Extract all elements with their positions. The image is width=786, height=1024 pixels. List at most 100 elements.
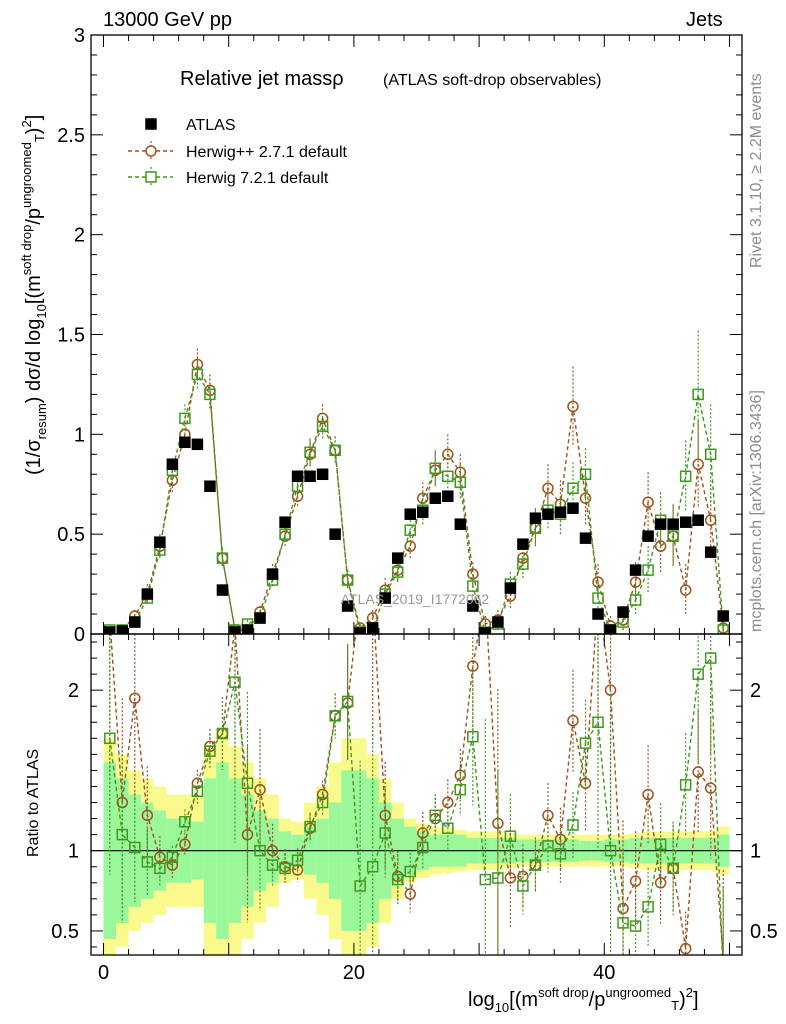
herwig7-point — [642, 564, 654, 576]
atlas-point — [554, 506, 567, 518]
atlas-point — [291, 470, 304, 483]
x-tick-label: 40 — [593, 962, 615, 984]
herwig7-ratio-point — [229, 676, 241, 688]
x-tick-label: 0 — [98, 962, 109, 984]
y-axis-label-part: T — [671, 998, 679, 1013]
atlas-point — [529, 512, 542, 524]
herwig7-ratio-point — [617, 917, 629, 929]
ratio-y-tick-label-right: 2 — [750, 680, 761, 702]
y-axis-label-part: /p — [589, 989, 606, 1011]
atlas-point — [667, 518, 679, 530]
atlas-point — [391, 552, 404, 564]
herwig7-ratio-point — [341, 695, 354, 708]
herwig7-point — [204, 388, 216, 401]
atlas-point — [679, 516, 692, 528]
herwig7-ratio-point — [442, 822, 454, 834]
main-panel-data — [104, 330, 729, 634]
atlas-point — [141, 588, 154, 600]
herwig7-point — [592, 592, 604, 604]
herwigpp-ratio-point — [642, 788, 654, 801]
y-axis-label-part: resum — [34, 403, 49, 439]
atlas-point — [366, 622, 379, 634]
atlas-point — [642, 530, 654, 542]
atlas-point — [604, 624, 617, 634]
atlas-point — [579, 532, 592, 544]
legend-marker — [145, 118, 157, 130]
atlas-point — [279, 516, 291, 528]
herwig7-ratio-point — [704, 652, 717, 664]
legend-label: Herwig 7.2.1 default — [186, 170, 329, 187]
rivet-version-label: Rivet 3.1.10, ≥ 2.2M events — [748, 73, 765, 268]
herwig7-ratio-point — [279, 862, 291, 875]
y-tick-label: 1 — [74, 424, 85, 446]
atlas-point — [567, 502, 579, 514]
mcplots-label: mcplots.cern.ch [arXiv:1306.3436] — [748, 390, 765, 632]
y-axis-label-part: 2 — [19, 120, 34, 127]
y-tick-label: 2.5 — [57, 125, 85, 147]
herwigpp-point — [542, 482, 554, 494]
x-tick-label: 20 — [343, 962, 365, 984]
herwig7-ratio-point — [366, 860, 379, 873]
herwigpp-point — [679, 584, 692, 596]
herwig7-point — [717, 624, 729, 634]
atlas-point — [504, 582, 517, 594]
atlas-point — [254, 612, 266, 624]
atlas-point — [241, 624, 254, 634]
herwig7-ratio-point — [191, 785, 204, 798]
y-axis-label-part: ungroomed — [605, 985, 671, 1000]
herwigpp-point — [692, 458, 704, 471]
herwig7-ratio-point — [129, 841, 141, 854]
ratio-y-axis-label: Ratio to ATLAS — [25, 749, 42, 857]
legend-marker — [145, 171, 157, 183]
atlas-point — [517, 538, 529, 550]
chart-subtitle: (ATLAS soft-drop observables) — [383, 72, 601, 89]
herwigpp-ratio-point — [504, 872, 517, 884]
herwig7-ratio-point — [592, 716, 604, 729]
herwig7-ratio-point — [579, 737, 592, 749]
y-tick-label: 1.5 — [57, 325, 85, 347]
herwig7-ratio-point — [517, 880, 529, 892]
herwigpp-ratio-line — [110, 634, 724, 955]
herwig7-point — [442, 470, 454, 483]
y-axis-label-part: soft drop — [538, 985, 589, 1000]
atlas-point — [316, 468, 329, 481]
herwigpp-ratio-point — [179, 838, 191, 851]
x-axis-label: log10[(msoft drop/pungroomedT)2] — [468, 985, 699, 1015]
legend-entry: Herwig 7.2.1 default — [128, 167, 329, 187]
herwig7-ratio-point — [166, 851, 179, 863]
herwig7-ratio-point — [492, 872, 504, 884]
herwig7-ratio-point — [379, 827, 391, 839]
herwig7-point — [679, 470, 692, 483]
herwigpp-ratio-point — [129, 692, 141, 704]
herwigpp-ratio-point — [442, 796, 454, 809]
herwig7-ratio-point — [391, 873, 404, 886]
herwig7-point — [329, 444, 341, 457]
atlas-point — [129, 616, 141, 628]
herwig7-ratio-point — [304, 820, 316, 833]
atlas-point — [417, 506, 429, 518]
chart-title: Relative jet massρ — [180, 68, 344, 90]
atlas-point — [304, 470, 316, 483]
atlas-point — [617, 606, 629, 618]
atlas-point — [592, 608, 604, 620]
atlas-point — [429, 492, 442, 504]
atlas-point — [542, 508, 554, 520]
herwig7-line — [109, 372, 724, 634]
herwig7-point — [567, 482, 579, 494]
atlas-point — [229, 626, 241, 634]
herwigpp-ratio-point — [679, 942, 692, 955]
legend-label: Herwig++ 2.7.1 default — [186, 144, 348, 161]
herwig7-point — [391, 566, 404, 578]
herwig7-point — [629, 594, 642, 606]
ratio-panel-frame — [90, 633, 743, 956]
y-axis-label-part: [(m — [509, 989, 538, 1011]
y-axis-label-part: [(m — [23, 275, 45, 304]
y-axis-label-part: 2 — [686, 985, 693, 1000]
herwig7-ratio-point — [679, 779, 692, 791]
herwigpp-point — [642, 496, 654, 508]
header-jets-label: Jets — [686, 9, 723, 31]
herwig7-point — [216, 552, 229, 564]
atlas-point — [116, 625, 129, 634]
herwigpp-point — [629, 576, 642, 588]
